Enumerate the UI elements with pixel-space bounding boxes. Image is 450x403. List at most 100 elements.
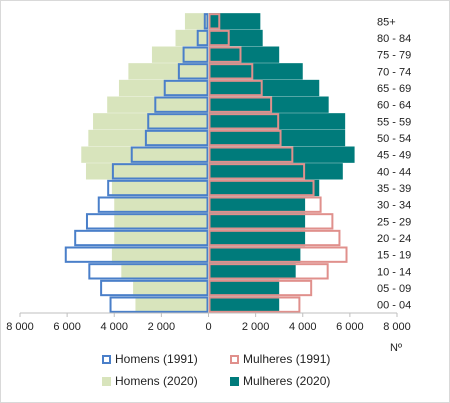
category-label-4: 20 - 24 [377,233,411,245]
bar-mulheres-1991-0 [208,296,301,313]
bar-mulheres-2020-6 [208,196,306,213]
bar-homens-2020-7 [111,179,209,197]
bar-mulheres-1991-10 [208,129,282,147]
bar-homens-1991-5 [85,213,209,230]
bar-mulheres-1991-6 [208,196,322,213]
bar-mulheres-1991-2 [208,263,329,280]
bar-homens-1991-11 [147,113,209,130]
bar-homens-2020-3 [111,246,209,263]
x-tick-label-5: 2 000 [242,321,270,333]
category-label-8: 40 - 44 [377,166,411,178]
bar-mulheres-2020-3 [208,246,301,263]
bar-homens-2020-12 [107,96,209,113]
bar-homens-1991-6 [97,196,209,213]
bar-mulheres-1991-8 [208,163,306,180]
bar-homens-2020-11 [93,113,209,130]
x-tick-label-2: 4 000 [100,321,128,333]
bar-homens-1991-17 [203,13,209,30]
bar-homens-2020-16 [175,29,209,47]
bar-mulheres-1991-16 [208,29,230,47]
bar-mulheres-1991-9 [208,146,294,163]
legend-item-mulheres-2020: Mulheres (2020) [230,374,330,388]
legend-swatch-mulheres-1991 [230,354,239,364]
x-tick-label-6: 4 000 [289,321,317,333]
bar-homens-2020-0 [135,296,209,313]
legend-label-mulheres-2020: Mulheres (2020) [243,374,331,388]
category-label-6: 30 - 34 [377,200,411,212]
bar-homens-2020-2 [121,263,209,280]
legend-label-mulheres-1991: Mulheres (1991) [243,352,331,366]
bar-mulheres-2020-17 [208,13,261,30]
category-label-7: 35 - 39 [377,183,411,195]
bar-mulheres-2020-16 [208,29,263,47]
bar-mulheres-2020-14 [208,63,303,80]
bar-homens-2020-6 [114,196,209,213]
bar-homens-2020-14 [128,63,209,80]
bar-mulheres-1991-5 [208,213,334,230]
category-label-2: 10 - 14 [377,266,411,278]
category-label-14: 70 - 74 [377,66,411,78]
bar-mulheres-1991-4 [208,229,341,247]
bar-homens-1991-15 [182,46,209,63]
bar-mulheres-2020-1 [208,279,280,297]
bar-homens-2020-15 [151,46,209,63]
bar-mulheres-2020-4 [208,229,306,247]
category-label-10: 50 - 54 [377,133,411,145]
category-label-9: 45 - 49 [377,150,411,162]
bar-homens-2020-8 [85,163,209,180]
bar-homens-1991-1 [100,279,209,297]
bar-mulheres-2020-9 [208,146,355,163]
category-label-1: 05 - 09 [377,283,411,295]
bar-homens-1991-9 [130,146,209,163]
x-tick-label-4: 0 [205,321,211,333]
x-tick-label-8: 8 000 [383,321,411,333]
bar-homens-2020-17 [184,13,209,30]
x-tick-label-1: 6 000 [53,321,81,333]
bar-mulheres-2020-7 [208,179,320,197]
x-axis-unit-label: Nº [390,342,402,354]
bar-mulheres-2020-2 [208,263,296,280]
bar-homens-1991-3 [64,246,209,263]
bar-homens-1991-13 [163,79,209,97]
bar-mulheres-1991-7 [208,179,315,197]
x-tick-label-3: 2 000 [148,321,176,333]
bar-homens-1991-10 [144,129,209,147]
category-label-17: 85+ [377,16,396,28]
bar-mulheres-1991-1 [208,279,313,297]
bar-homens-1991-16 [196,29,209,47]
legend-label-homens-2020: Homens (2020) [115,374,198,388]
bar-mulheres-2020-0 [208,296,280,313]
bar-homens-1991-7 [107,179,209,197]
bar-mulheres-2020-15 [208,46,280,63]
category-label-16: 80 - 84 [377,33,411,45]
bar-mulheres-2020-11 [208,113,346,130]
bar-homens-1991-8 [111,163,209,180]
legend-swatch-homens-1991 [102,354,111,364]
x-tick-label-0: 8 000 [6,321,34,333]
bar-mulheres-1991-17 [208,13,221,30]
bar-homens-2020-5 [114,213,209,230]
bar-homens-1991-0 [109,296,209,313]
bar-mulheres-2020-10 [208,129,346,147]
category-label-11: 55 - 59 [377,116,411,128]
bar-mulheres-1991-3 [208,246,348,263]
category-label-15: 75 - 79 [377,50,411,62]
bar-homens-2020-10 [88,129,209,147]
bar-mulheres-2020-12 [208,96,329,113]
bar-mulheres-1991-12 [208,96,273,113]
bar-homens-2020-1 [133,279,209,297]
bar-mulheres-2020-13 [208,79,320,97]
bar-homens-1991-2 [88,263,209,280]
legend-item-mulheres-1991: Mulheres (1991) [230,352,330,366]
legend-swatch-mulheres-2020 [230,376,239,386]
bar-mulheres-2020-8 [208,163,343,180]
x-tick-label-7: 6 000 [336,321,364,333]
bar-mulheres-1991-15 [208,46,242,63]
chart-legend: Homens (1991) Mulheres (1991) Homens (20… [94,348,334,394]
bar-mulheres-1991-13 [208,79,263,97]
bar-mulheres-1991-14 [208,63,254,80]
legend-swatch-homens-2020 [102,376,111,386]
bar-mulheres-2020-5 [208,213,306,230]
legend-label-homens-1991: Homens (1991) [115,352,198,366]
